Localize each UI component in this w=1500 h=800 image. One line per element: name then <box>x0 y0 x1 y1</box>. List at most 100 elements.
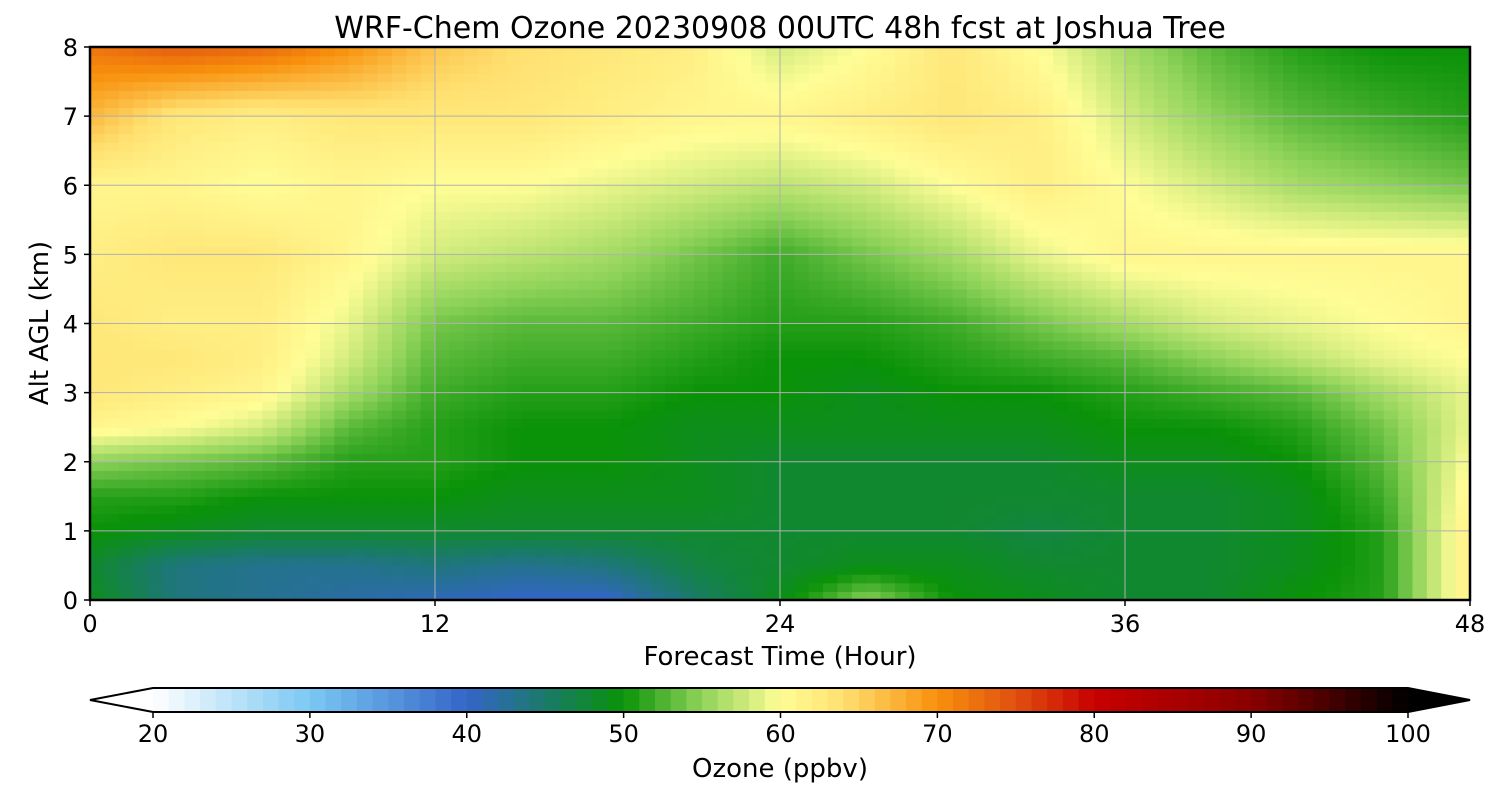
heatmap-cell <box>981 211 997 221</box>
heatmap-cell <box>1096 193 1112 204</box>
heatmap-cell <box>1297 314 1313 325</box>
heatmap-cell <box>205 228 220 238</box>
heatmap-cell <box>1283 271 1299 281</box>
heatmap-cell <box>1182 504 1198 515</box>
heatmap-cell <box>607 504 623 515</box>
heatmap-cell <box>219 548 235 558</box>
heatmap-cell <box>133 591 149 600</box>
heatmap-cell <box>650 245 666 255</box>
heatmap-cell <box>1196 470 1212 480</box>
heatmap-cell <box>923 228 939 238</box>
heatmap-cell <box>693 340 709 351</box>
heatmap-cell <box>1010 263 1025 273</box>
heatmap-cell <box>420 496 436 506</box>
heatmap-cell <box>248 487 264 497</box>
heatmap-cell <box>794 297 810 307</box>
heatmap-cell <box>1053 392 1069 402</box>
heatmap-cell <box>1110 323 1126 333</box>
heatmap-cell <box>1010 479 1025 489</box>
heatmap-cell <box>348 323 364 333</box>
heatmap-cell <box>1110 504 1126 515</box>
heatmap-cell <box>463 504 479 515</box>
heatmap-cell <box>449 383 465 394</box>
heatmap-cell <box>578 254 594 264</box>
heatmap-cell <box>1283 427 1299 437</box>
heatmap-cell <box>1168 453 1184 463</box>
heatmap-cell <box>765 150 781 160</box>
heatmap-cell <box>1441 401 1457 411</box>
heatmap-cell <box>521 461 537 471</box>
heatmap-cell <box>334 427 350 437</box>
heatmap-cell <box>147 159 163 169</box>
heatmap-cell <box>923 219 939 230</box>
heatmap-cell <box>363 418 379 428</box>
heatmap-cell <box>1125 202 1140 212</box>
heatmap-cell <box>334 245 350 255</box>
heatmap-cell <box>765 504 781 515</box>
heatmap-cell <box>621 306 637 316</box>
heatmap-cell <box>305 435 321 446</box>
heatmap-cell <box>305 202 321 212</box>
heatmap-cell <box>1096 453 1112 463</box>
heatmap-cell <box>895 280 910 290</box>
heatmap-cell <box>1254 461 1270 471</box>
heatmap-cell <box>506 245 522 255</box>
heatmap-cell <box>190 418 206 428</box>
heatmap-cell <box>1182 366 1198 376</box>
heatmap-cell <box>262 219 278 230</box>
heatmap-cell <box>650 193 666 204</box>
heatmap-cell <box>449 271 465 281</box>
heatmap-cell <box>1182 288 1198 299</box>
heatmap-cell <box>449 565 465 575</box>
heatmap-cell <box>133 185 149 195</box>
heatmap-cell <box>248 548 264 558</box>
heatmap-cell <box>334 565 350 575</box>
heatmap-cell <box>535 591 551 600</box>
heatmap-cell <box>176 418 192 428</box>
heatmap-cell <box>305 193 321 204</box>
heatmap-cell <box>391 358 407 368</box>
heatmap-cell <box>1455 340 1470 351</box>
heatmap-cell <box>435 332 450 342</box>
heatmap-cell <box>794 591 810 600</box>
heatmap-cell <box>880 349 896 359</box>
heatmap-cell <box>161 245 177 255</box>
heatmap-cell <box>1125 245 1140 255</box>
heatmap-cell <box>722 565 738 575</box>
heatmap-cell <box>1010 297 1025 307</box>
heatmap-cell <box>1283 530 1299 541</box>
heatmap-cell <box>880 332 896 342</box>
heatmap-cell <box>104 401 120 411</box>
heatmap-cell <box>1398 159 1414 169</box>
heatmap-cell <box>895 522 910 532</box>
heatmap-cell <box>506 185 522 195</box>
heatmap-cell <box>1326 366 1342 376</box>
heatmap-cell <box>305 574 321 584</box>
heatmap-cell <box>1153 470 1169 480</box>
heatmap-cell <box>1412 591 1428 600</box>
heatmap-cell <box>118 142 134 152</box>
heatmap-cell <box>866 150 882 160</box>
heatmap-cell <box>133 176 149 186</box>
heatmap-cell <box>866 349 882 359</box>
heatmap-cell <box>895 323 910 333</box>
heatmap-cell <box>780 435 795 446</box>
heatmap-cell <box>564 280 580 290</box>
heatmap-cell <box>1268 271 1284 281</box>
heatmap-cell <box>161 237 177 247</box>
heatmap-cell <box>334 496 350 506</box>
heatmap-cell <box>736 548 752 558</box>
heatmap-cell <box>291 461 307 471</box>
heatmap-cell <box>621 237 637 247</box>
heatmap-cell <box>995 574 1011 584</box>
heatmap-cell <box>1311 591 1327 600</box>
heatmap-cell <box>1398 193 1414 204</box>
heatmap-cell <box>406 245 422 255</box>
heatmap-cell <box>276 409 292 420</box>
heatmap-cell <box>1412 358 1428 368</box>
heatmap-cell <box>578 297 594 307</box>
heatmap-cell <box>334 366 350 376</box>
heatmap-cell <box>895 150 910 160</box>
heatmap-cell <box>377 185 393 195</box>
heatmap-cell <box>1225 254 1241 264</box>
